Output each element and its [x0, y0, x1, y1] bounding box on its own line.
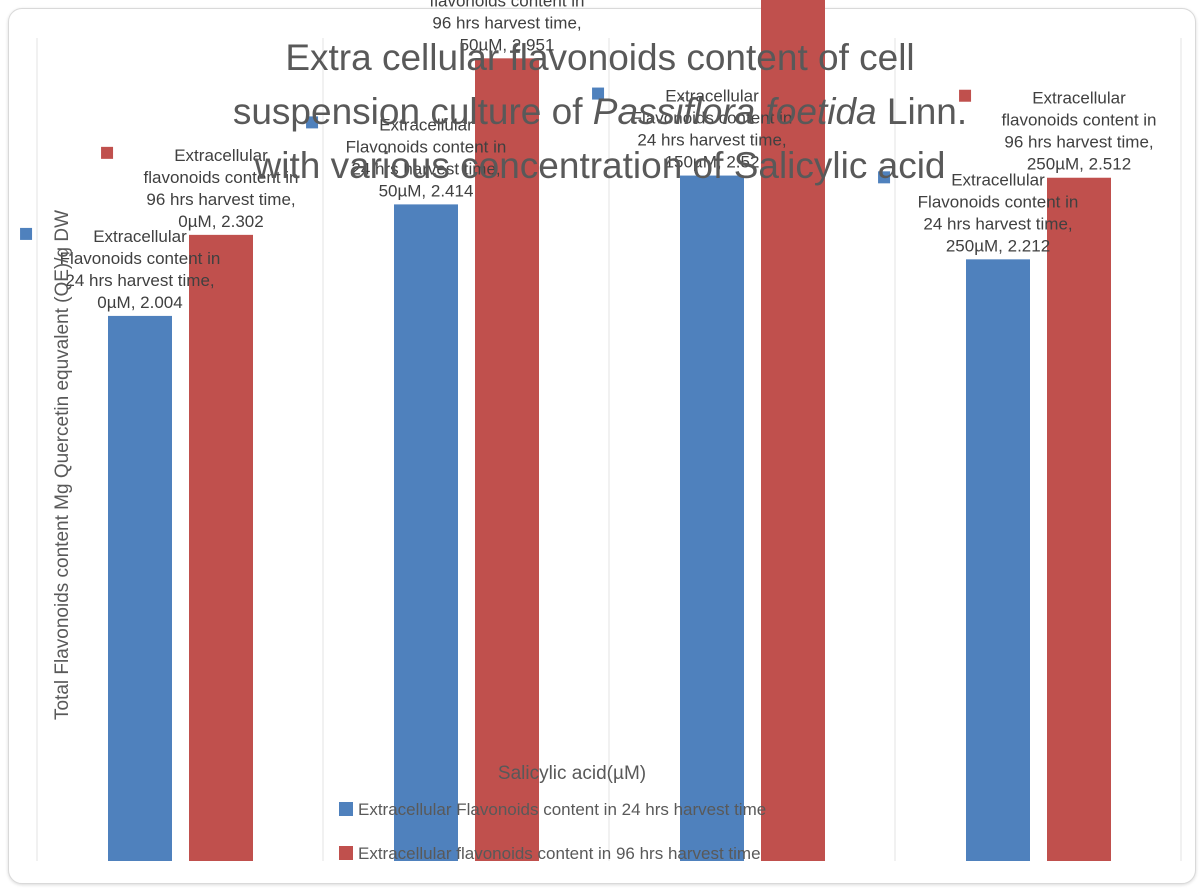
data-labels: Extracellular Flavonoids content in 24 hrs…	[20, 0, 1157, 312]
data-label-line: Flavonoids content in	[918, 192, 1079, 211]
data-label-line: 50µM, 2.414	[379, 181, 474, 200]
data-label-line: 24 hrs harvest time,	[351, 159, 500, 178]
bar-96hrs-2	[761, 0, 825, 862]
data-label-line: Flavonoids content in	[60, 249, 221, 268]
data-label-line: 24 hrs harvest time,	[637, 131, 786, 150]
data-label-line: 96 hrs harvest time,	[146, 190, 295, 209]
title-segment: Extra cellular flavonoids content of cel…	[285, 37, 914, 78]
data-label-key	[306, 116, 319, 129]
data-label-line: 96 hrs harvest time,	[432, 13, 581, 32]
data-label-key	[20, 227, 33, 240]
data-label-line: flavonoids content in	[430, 0, 585, 10]
data-label-key	[878, 171, 891, 184]
x-axis-label: Salicylic acid(µM)	[498, 763, 646, 784]
title-line: Extra cellular flavonoids content of cel…	[285, 37, 914, 78]
data-label-24hrs-3: Extracellular Flavonoids content in 24 hrs…	[878, 170, 1078, 255]
title-line: with various concentration of Salicylic …	[254, 145, 946, 186]
title-segment: with various concentration of Salicylic …	[254, 145, 946, 186]
data-label-line: 250µM, 2.212	[946, 236, 1050, 255]
legend-item-96hrs: Extracellular flavonoids content in 96 h…	[339, 844, 761, 863]
bar-24hrs-2	[680, 175, 744, 861]
data-label-line: 24 hrs harvest time,	[65, 271, 214, 290]
data-label-key	[592, 87, 605, 100]
data-label-line: Extracellular	[379, 115, 473, 134]
bar-24hrs-0	[108, 315, 172, 861]
data-label-24hrs-1: Extracellular Flavonoids content in 24 hrs…	[306, 115, 506, 200]
data-label-line: 0µM, 2.302	[178, 212, 263, 231]
y-axis-label: Total Flavonoids content Mg Quercetin eq…	[52, 210, 73, 720]
title-segment: Linn.	[877, 91, 968, 132]
data-label-line: 0µM, 2.004	[97, 293, 182, 312]
bar-24hrs-1	[394, 204, 458, 862]
data-label-key	[101, 146, 114, 159]
bars	[108, 0, 1111, 862]
legend-item-24hrs: Extracellular Flavonoids content in 24 h…	[339, 800, 766, 819]
chart-title: Extra cellular flavonoids content of cel…	[233, 37, 967, 186]
data-label-key	[959, 89, 972, 102]
data-label-24hrs-2: Extracellular Flavonoids content in 24 hrs…	[592, 87, 792, 172]
data-label-line: Extracellular	[93, 227, 187, 246]
data-label-line: 24 hrs harvest time,	[923, 214, 1072, 233]
data-label-96hrs-0: Extracellular flavonoids content in 96 hrs…	[101, 146, 299, 231]
data-label-line: 96 hrs harvest time,	[1004, 133, 1153, 152]
data-label-line: 250µM, 2.512	[1027, 155, 1131, 174]
data-label-line: Extracellular	[951, 170, 1045, 189]
data-label-line: flavonoids content in	[1002, 111, 1157, 130]
data-label-line: Extracellular	[174, 146, 268, 165]
bar-96hrs-1	[475, 58, 539, 861]
bar-24hrs-3	[966, 259, 1030, 861]
data-label-line: Flavonoids content in	[632, 109, 793, 128]
gridlines	[36, 38, 1182, 861]
legend: Extracellular Flavonoids content in 24 h…	[339, 800, 766, 863]
bar-96hrs-0	[189, 234, 253, 861]
data-label-line: flavonoids content in	[144, 168, 299, 187]
title-line: suspension culture of Passiflora foetida…	[233, 91, 967, 132]
title-segment: Passiflora foetida	[593, 91, 877, 132]
legend-swatch	[339, 846, 353, 860]
data-label-line: Extracellular	[665, 87, 759, 106]
data-label-line: 50µM, 2.951	[460, 35, 555, 54]
data-label-24hrs-0: Extracellular Flavonoids content in 24 hrs…	[20, 227, 220, 312]
data-label-96hrs-3: Extracellular flavonoids content in 96 hrs…	[959, 89, 1157, 174]
legend-swatch	[339, 802, 353, 816]
data-label-line: 150µM, 2.52	[665, 153, 760, 172]
bar-96hrs-3	[1047, 177, 1111, 862]
data-label-line: Flavonoids content in	[346, 137, 507, 156]
legend-label: Extracellular flavonoids content in 96 h…	[358, 844, 761, 863]
data-label-line: Extracellular	[1032, 89, 1126, 108]
title-segment: suspension culture of	[233, 91, 593, 132]
legend-label: Extracellular Flavonoids content in 24 h…	[358, 800, 766, 819]
